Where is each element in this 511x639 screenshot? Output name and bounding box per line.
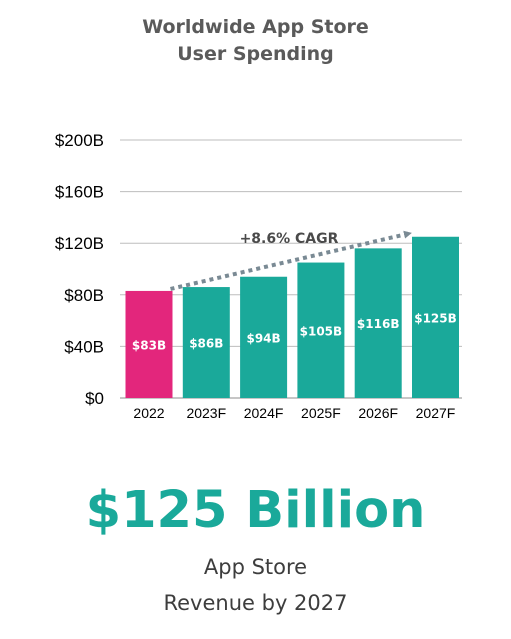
y-tick-label: $40B [64,337,104,356]
chart-title: Worldwide App Store User Spending [0,14,511,68]
cagr-label: +8.6% CAGR [240,231,339,247]
headline-value: $125 Billion [85,481,426,540]
bar-value-label: $94B [246,331,280,345]
bar-value-label: $116B [357,317,400,331]
bar [412,236,459,398]
x-tick-label: 2025F [301,405,341,421]
x-tick-label: 2022 [133,405,164,421]
bar [125,290,173,398]
y-axis-labels: $0 $40B $80B $120B $160B $200B [55,131,104,408]
headline-line-1: App Store [203,555,308,579]
cagr-arrow [170,230,412,291]
chart-title-line-2: User Spending [177,43,334,65]
x-tick-label: 2023F [186,405,226,421]
bar-value-label: $105B [300,324,343,338]
x-tick-label: 2024F [244,405,284,421]
bar-value-label: $125B [414,311,457,325]
gridlines [120,139,462,399]
bar-value-label: $83B [132,338,166,352]
bar [354,248,402,398]
headline-line-2: Revenue by 2027 [163,591,348,615]
y-tick-label: $200B [55,131,104,150]
x-axis-labels: 2022 2023F 2024F 2025F 2026F 2027F [133,405,455,421]
cagr-annotation: +8.6% CAGR [170,230,412,291]
data-labels: $83B $86B $94B $105B $116B $125B [132,311,457,352]
bars [125,236,459,398]
y-tick-label: $0 [85,389,104,408]
chart-title-line-1: Worldwide App Store [142,16,369,38]
bar-value-label: $86B [189,337,223,351]
y-tick-label: $120B [55,234,104,253]
bar [297,262,345,398]
bar-chart: $0 $40B $80B $120B $160B $200B $83B $86B $94B $1… [55,131,462,421]
bar [240,276,288,398]
y-tick-label: $80B [64,286,104,305]
y-tick-label: $160B [55,183,104,202]
bar [182,287,230,398]
x-tick-label: 2026F [358,405,398,421]
x-tick-label: 2027F [416,405,456,421]
